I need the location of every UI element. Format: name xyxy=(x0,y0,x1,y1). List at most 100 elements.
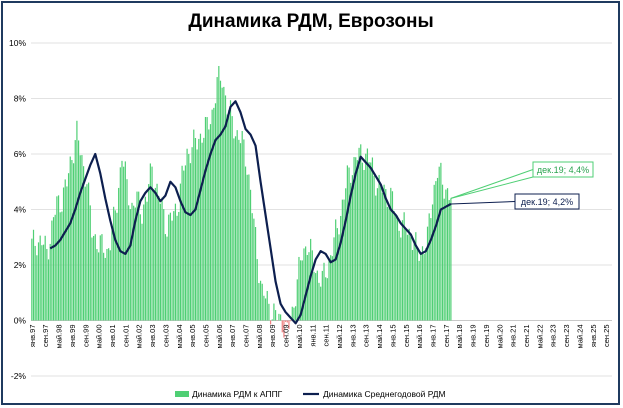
x-tick-label: май.04 xyxy=(175,325,184,349)
bar xyxy=(438,166,440,321)
bar xyxy=(37,242,40,321)
bar xyxy=(158,195,160,321)
bar xyxy=(296,279,298,321)
bar xyxy=(31,238,33,321)
bar xyxy=(385,189,387,321)
bar xyxy=(411,250,414,321)
x-tick-label: сен.09 xyxy=(282,325,291,348)
bar xyxy=(203,137,205,321)
y-axis: -2% 0% 2% 4% 6% 8% 10% xyxy=(9,38,26,381)
bar xyxy=(213,107,215,321)
bar xyxy=(221,87,223,321)
bar xyxy=(381,192,384,321)
bar xyxy=(423,254,425,321)
bar xyxy=(298,256,300,321)
bar xyxy=(371,157,374,321)
bar xyxy=(164,234,166,321)
bar xyxy=(82,166,85,321)
bar xyxy=(81,155,83,321)
bar xyxy=(103,252,105,321)
bar xyxy=(405,228,407,321)
x-tick-label: май.06 xyxy=(215,325,224,349)
x-tick-label: сен.01 xyxy=(121,325,130,348)
bar xyxy=(66,186,68,321)
bar xyxy=(318,282,320,321)
bar xyxy=(106,249,108,321)
bar xyxy=(241,131,243,321)
bar xyxy=(96,249,98,321)
bar xyxy=(368,162,370,321)
bar xyxy=(340,215,342,321)
bar xyxy=(305,246,307,321)
bar xyxy=(62,187,65,321)
bar xyxy=(333,237,335,321)
bar xyxy=(323,262,325,321)
bar xyxy=(450,198,452,321)
bar xyxy=(406,234,409,321)
bar xyxy=(104,257,106,321)
x-tick-label: сен.21 xyxy=(522,325,531,348)
bar xyxy=(234,136,237,321)
bar xyxy=(415,232,417,321)
bar xyxy=(300,260,302,321)
bar xyxy=(111,230,113,321)
bar xyxy=(408,228,410,321)
bar xyxy=(39,235,41,321)
bar xyxy=(181,165,183,321)
x-tick-label: янв.13 xyxy=(348,325,357,348)
bar xyxy=(281,320,283,333)
bar xyxy=(131,202,133,321)
bar xyxy=(98,252,100,321)
bar xyxy=(161,197,163,321)
x-tick-label: сен.99 xyxy=(81,325,90,348)
x-tick-label: янв.21 xyxy=(509,325,518,348)
bar xyxy=(274,310,277,321)
bar xyxy=(101,234,103,321)
bar xyxy=(61,211,63,321)
annotation-leader xyxy=(450,169,534,199)
bar xyxy=(316,270,318,321)
bar xyxy=(179,183,182,321)
x-tick-label: май.16 xyxy=(415,325,424,349)
bar xyxy=(249,189,252,321)
x-tick-label: янв.99 xyxy=(68,325,77,348)
annotation-box xyxy=(514,193,580,210)
annotation-label: дек.19; 4,4% xyxy=(537,165,589,175)
bar xyxy=(345,188,347,321)
y-tick-label: 4% xyxy=(14,205,27,215)
bar xyxy=(47,259,50,321)
x-tick-label: янв.11 xyxy=(308,325,317,347)
bar xyxy=(351,175,353,321)
y-tick-label: 0% xyxy=(14,316,27,326)
bar xyxy=(89,205,91,321)
bar xyxy=(391,191,394,321)
bar xyxy=(443,198,445,321)
bar xyxy=(363,169,365,321)
bar xyxy=(428,213,430,321)
line-series xyxy=(49,100,452,325)
bar xyxy=(178,211,180,321)
bar xyxy=(243,139,245,321)
series-line xyxy=(49,100,452,325)
bar xyxy=(129,209,131,321)
bar xyxy=(433,184,435,321)
x-tick-label: май.20 xyxy=(495,325,504,349)
bar xyxy=(196,149,198,321)
bar xyxy=(413,243,415,321)
bar xyxy=(360,144,362,321)
bar xyxy=(123,166,125,321)
bar xyxy=(42,244,45,321)
bar xyxy=(128,205,130,321)
bar xyxy=(390,187,392,321)
y-tick-label: 2% xyxy=(14,260,27,270)
bar xyxy=(169,212,172,321)
bar xyxy=(291,306,293,321)
bar xyxy=(121,160,123,321)
bar xyxy=(59,212,61,321)
bar xyxy=(278,313,280,321)
bar xyxy=(166,236,168,321)
bar xyxy=(293,307,295,321)
bar xyxy=(94,234,96,321)
bar xyxy=(395,214,397,321)
bar xyxy=(113,206,115,321)
